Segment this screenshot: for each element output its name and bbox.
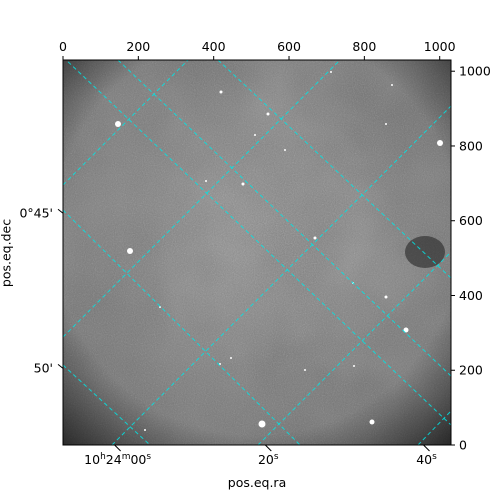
x-axis-title: pos.eq.ra bbox=[228, 475, 286, 490]
star bbox=[144, 429, 146, 431]
right-tick-label: 0 bbox=[459, 437, 467, 452]
ra-tick-mark bbox=[423, 444, 430, 452]
grid-line bbox=[63, 60, 341, 338]
ra-tick-mark bbox=[264, 444, 272, 452]
top-tick-label: 0 bbox=[59, 39, 67, 54]
star bbox=[127, 248, 133, 254]
dec-tick-mark bbox=[57, 363, 64, 369]
right-tick-label: 1000 bbox=[459, 64, 491, 79]
right-tick-label: 800 bbox=[459, 138, 483, 153]
star bbox=[384, 295, 388, 299]
star bbox=[353, 365, 355, 367]
right-tick-label: 400 bbox=[459, 288, 483, 303]
star bbox=[284, 149, 286, 151]
star bbox=[205, 180, 207, 182]
star bbox=[385, 123, 387, 125]
top-tick-label: 800 bbox=[352, 39, 376, 54]
star-sources bbox=[115, 71, 443, 431]
star bbox=[391, 84, 393, 86]
ra-tick-mark bbox=[114, 444, 121, 452]
ra-tick-label: 20s bbox=[258, 452, 279, 467]
world-axis-ticks: 10h24m00s 20s 40s 0°45' 50' bbox=[19, 206, 437, 467]
right-tick-label: 600 bbox=[459, 213, 483, 228]
coordinate-grid bbox=[63, 60, 451, 445]
ra-tick-label: 40s bbox=[416, 452, 437, 467]
pixel-axis-ticks: 0 200 400 600 800 1000 0 200 400 600 800 1000 bbox=[59, 39, 491, 452]
dec-tick-label: 0°45' bbox=[19, 206, 53, 221]
star bbox=[230, 357, 232, 359]
star bbox=[258, 420, 266, 428]
ra-tick-label: 10h24m00s bbox=[84, 452, 151, 467]
sky-image bbox=[63, 60, 451, 445]
top-tick-label: 200 bbox=[126, 39, 150, 54]
star bbox=[330, 71, 332, 73]
dec-tick-mark bbox=[57, 208, 64, 214]
top-tick-label: 400 bbox=[202, 39, 226, 54]
star bbox=[159, 306, 161, 308]
star bbox=[313, 236, 317, 240]
star bbox=[403, 327, 409, 333]
grid-line bbox=[257, 251, 451, 445]
star bbox=[437, 140, 443, 146]
star bbox=[115, 121, 121, 127]
right-tick-label: 200 bbox=[459, 363, 483, 378]
star bbox=[369, 419, 375, 425]
star bbox=[219, 90, 223, 94]
grid-line bbox=[65, 60, 451, 426]
top-tick-label: 1000 bbox=[424, 39, 456, 54]
y-axis-title: pos.eq.dec bbox=[0, 219, 13, 287]
grid-line bbox=[417, 410, 451, 445]
top-tick-label: 600 bbox=[277, 39, 301, 54]
grid-line bbox=[63, 364, 151, 445]
star bbox=[304, 369, 306, 371]
grid-line bbox=[63, 60, 189, 186]
plot-frame bbox=[62, 59, 452, 446]
grid-line bbox=[111, 105, 451, 445]
star bbox=[266, 112, 270, 116]
dec-tick-label: 50' bbox=[34, 361, 53, 376]
star bbox=[241, 182, 245, 186]
star bbox=[254, 134, 256, 136]
